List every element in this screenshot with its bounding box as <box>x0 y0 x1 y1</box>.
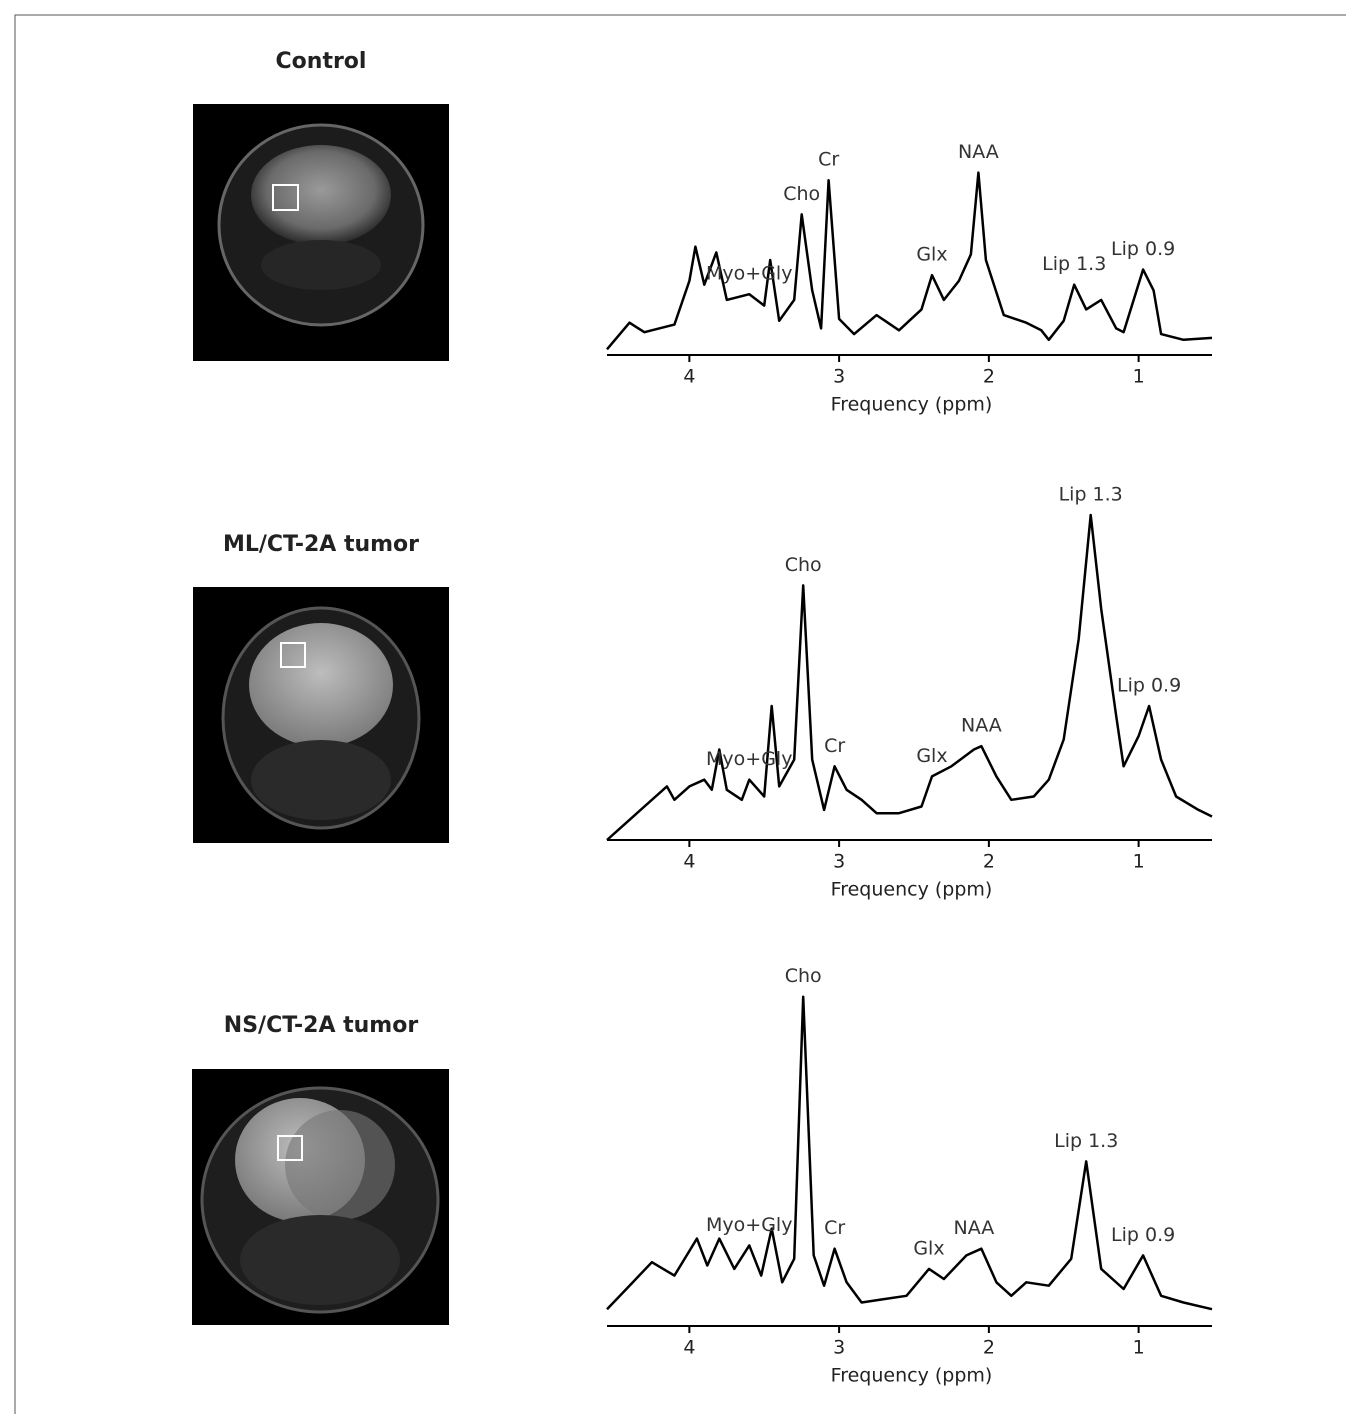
peak-label: NAA <box>961 715 1002 737</box>
x-tick-label: 4 <box>683 1337 695 1359</box>
mri-image <box>193 587 449 843</box>
panel-title: NS/CT-2A tumor <box>224 1013 419 1038</box>
mri-image <box>193 104 449 361</box>
peak-label: Cho <box>785 965 822 987</box>
x-tick-label: 3 <box>833 366 845 388</box>
peak-label: Cho <box>785 554 822 576</box>
x-axis-label: Frequency (ppm) <box>831 1365 993 1387</box>
peak-label: Lip 0.9 <box>1117 675 1181 697</box>
peak-label: Lip 0.9 <box>1111 1224 1175 1246</box>
peak-label: NAA <box>954 1217 995 1239</box>
x-tick-label: 2 <box>983 1337 995 1359</box>
spectrum <box>607 173 1212 350</box>
panel-title: Control <box>276 49 367 74</box>
peak-label: Lip 1.3 <box>1059 484 1123 506</box>
peak-label: Glx <box>913 1237 944 1259</box>
x-tick-label: 4 <box>683 366 695 388</box>
peak-label: Myo+Gly <box>706 1214 792 1236</box>
peak-label: Glx <box>916 745 947 767</box>
panel-title: ML/CT-2A tumor <box>223 532 419 557</box>
x-tick-label: 2 <box>983 366 995 388</box>
x-tick-label: 3 <box>833 1337 845 1359</box>
peak-label: Lip 1.3 <box>1042 253 1106 275</box>
x-tick-label: 3 <box>833 851 845 873</box>
peak-label: Lip 0.9 <box>1111 238 1175 260</box>
x-tick-label: 2 <box>983 851 995 873</box>
x-axis-label: Frequency (ppm) <box>831 879 993 901</box>
peak-label: Myo+Gly <box>706 263 792 285</box>
x-tick-label: 1 <box>1133 1337 1145 1359</box>
peak-label: Cr <box>824 1217 845 1239</box>
peak-label: Cr <box>818 149 839 171</box>
x-tick-label: 1 <box>1133 851 1145 873</box>
x-tick-label: 1 <box>1133 366 1145 388</box>
peak-label: Cr <box>824 735 845 757</box>
peak-label: Lip 1.3 <box>1054 1130 1118 1152</box>
x-tick-label: 4 <box>683 851 695 873</box>
peak-label: Cho <box>783 183 820 205</box>
figure: Control 4 3 2 1 Frequency (ppm) Myo+Gly Cho Cr Gl… <box>0 0 1346 1414</box>
x-axis-label: Frequency (ppm) <box>831 394 993 416</box>
peak-label: Glx <box>916 244 947 266</box>
peak-label: NAA <box>958 141 999 163</box>
peak-label: Myo+Gly <box>706 748 792 770</box>
spectrum <box>607 997 1212 1309</box>
mri-image <box>192 1069 449 1325</box>
